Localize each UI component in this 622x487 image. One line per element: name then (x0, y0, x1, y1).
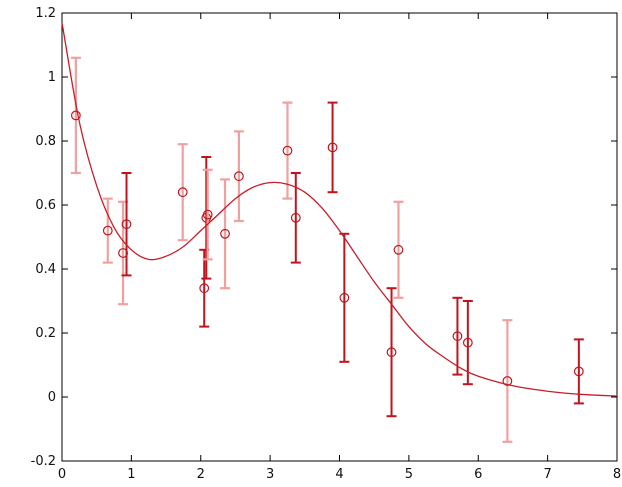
error-bar-point (233, 130, 244, 223)
data-marker (282, 145, 293, 156)
error-bar-point (121, 172, 132, 277)
data-marker (220, 228, 230, 239)
x-tick-label: 0 (58, 467, 66, 482)
error-bar-point (118, 200, 129, 306)
fitted-curve (61, 22, 618, 397)
error-bar-point (393, 200, 404, 299)
error-bar-point (462, 300, 473, 386)
error-bar-point (220, 178, 231, 290)
data-marker (202, 209, 213, 220)
error-bar-point (177, 143, 188, 242)
data-marker (462, 337, 473, 348)
y-tick-label: 0.4 (35, 262, 56, 277)
data-marker (502, 376, 513, 386)
data-marker (386, 347, 397, 358)
x-tick-label: 4 (335, 467, 343, 482)
error-bar-point (327, 101, 338, 194)
y-tick-label: 0.2 (35, 326, 56, 341)
error-bar-point (202, 168, 213, 261)
x-tick-label: 1 (127, 467, 135, 482)
data-marker (234, 171, 244, 182)
error-bar-point (102, 197, 113, 264)
data-marker (393, 244, 404, 255)
error-bar-point (452, 296, 463, 376)
y-tick-label: 0.8 (35, 134, 56, 149)
data-marker (177, 187, 188, 198)
error-bar-point (386, 287, 397, 418)
error-bar-point (502, 319, 513, 443)
data-marker (452, 331, 463, 342)
y-tick-label: 0.6 (35, 198, 56, 213)
data-marker (199, 283, 210, 294)
y-tick-label: 1.2 (35, 6, 56, 21)
y-tick-label: 0 (48, 390, 56, 405)
x-tick-label: 5 (405, 467, 413, 482)
data-marker (70, 110, 81, 121)
error-bar-point (70, 56, 81, 175)
error-bar-point (199, 248, 210, 328)
data-marker (102, 225, 113, 236)
x-tick-label: 6 (474, 467, 482, 482)
x-tick-label: 2 (197, 467, 205, 482)
error-bar-point (290, 172, 301, 264)
y-tick-label: 1 (48, 70, 56, 85)
data-marker (290, 212, 301, 223)
y-tick-label: -0.2 (31, 454, 56, 469)
error-bar-point (282, 101, 293, 200)
error-bar-point (339, 232, 350, 363)
data-marker (573, 366, 584, 377)
data-marker (339, 292, 350, 303)
data-marker (327, 142, 338, 153)
x-tick-label: 7 (543, 467, 551, 482)
x-tick-label: 8 (613, 467, 621, 482)
data-marker (121, 219, 132, 230)
x-tick-label: 3 (266, 467, 274, 482)
error-bar-point (573, 338, 584, 405)
plot-frame (61, 12, 618, 462)
